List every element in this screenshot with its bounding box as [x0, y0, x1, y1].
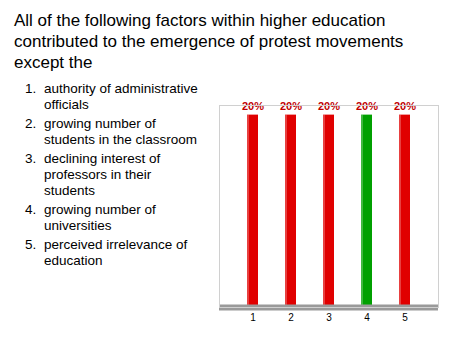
svg-text:1: 1: [250, 312, 256, 323]
svg-text:20%: 20%: [242, 99, 264, 112]
html-text:growing number of universities: growing number of universities: [44, 202, 156, 233]
html-text:perceived irrelevance of educa: perceived irrelevance of education: [44, 237, 188, 268]
svg-text:3: 3: [326, 312, 332, 323]
svg-text:20%: 20%: [356, 99, 378, 112]
svg-text:2: 2: [288, 312, 294, 323]
html-text:growing number of students in: growing number of students in the classr…: [44, 116, 198, 147]
svg-text:20%: 20%: [280, 99, 302, 112]
svg-text:5: 5: [402, 312, 408, 323]
svg-text:20%: 20%: [318, 99, 340, 112]
html-text:All of the following factors w: All of the following factors within high…: [14, 11, 404, 72]
html-text:declining interest of professo: declining interest of professors in thei…: [44, 151, 161, 198]
svg-text:4: 4: [364, 312, 370, 323]
html-text:authority of administrative of: authority of administrative officials: [44, 81, 198, 112]
svg-text:20%: 20%: [394, 99, 416, 112]
